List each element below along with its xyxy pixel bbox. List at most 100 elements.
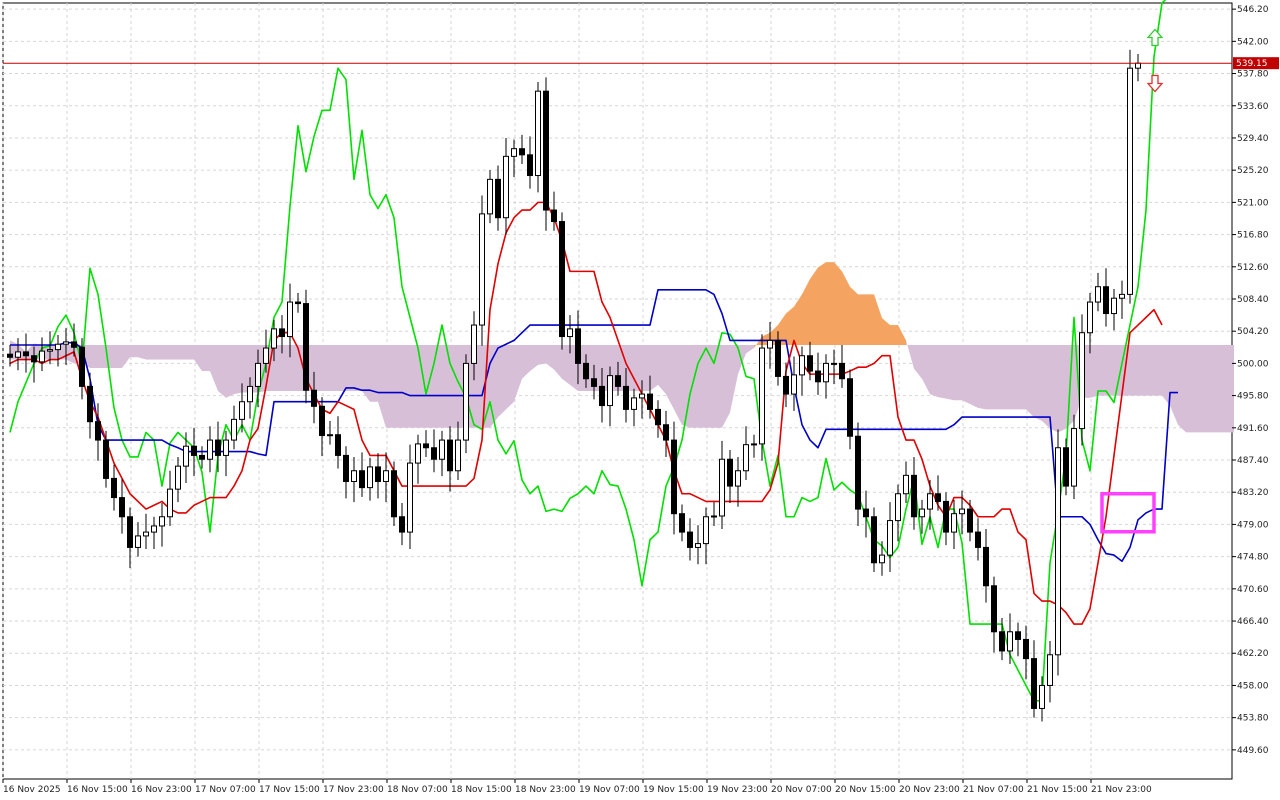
price-tick-label: 521.00 — [1237, 198, 1269, 208]
price-tick-label: 466.40 — [1237, 617, 1269, 627]
cloud-segment-bearish — [658, 344, 666, 395]
cloud-segment-bearish — [634, 344, 642, 391]
candle-body-bullish — [223, 439, 229, 456]
candle-body-bullish — [383, 470, 389, 482]
cloud-segment-bullish — [802, 279, 810, 345]
candle-body-bullish — [799, 355, 805, 376]
cloud-segment-bullish — [882, 318, 890, 345]
current-price-label: 539.15 — [1236, 59, 1268, 69]
candle-body-bullish — [327, 434, 333, 437]
cloud-segment-bearish — [1106, 344, 1114, 396]
cloud-segment-bearish — [546, 344, 554, 370]
cloud-segment-bullish — [890, 325, 898, 345]
candle-body-bullish — [1087, 301, 1093, 334]
candle-body-bullish — [743, 444, 749, 472]
candle-body-bullish — [415, 443, 421, 464]
candle-body-bullish — [271, 328, 277, 349]
candle-body-bullish — [535, 90, 541, 177]
time-tick-label: 17 Nov 07:00 — [195, 785, 256, 795]
cloud-segment-bearish — [1026, 344, 1034, 418]
candle-body-bearish — [7, 353, 13, 358]
overlay — [3, 28, 1232, 534]
cloud-segment-bullish — [842, 271, 850, 345]
cloud-segment-bearish — [922, 344, 930, 395]
cloud-segment-bearish — [186, 344, 194, 360]
candle-body-bearish — [671, 439, 677, 515]
cloud-segment-bearish — [354, 344, 362, 391]
cloud-segment-bearish — [1194, 344, 1202, 433]
cloud-segment-bearish — [1170, 344, 1178, 425]
candle-body-bearish — [111, 477, 117, 499]
candle-body-bearish — [343, 454, 349, 482]
candle-body-bullish — [1007, 631, 1013, 652]
cloud-segment-bearish — [146, 344, 154, 360]
cloud-segment-bearish — [242, 344, 250, 393]
candle-body-bearish — [991, 585, 997, 633]
time-tick-label: 19 Nov 15:00 — [643, 785, 704, 795]
arrow-down-icon — [1146, 74, 1164, 93]
candle-body-bearish — [279, 328, 285, 338]
candle-body-bearish — [655, 408, 661, 426]
cloud-segment-bearish — [338, 344, 346, 391]
cloud-segment-bullish — [810, 267, 818, 345]
time-tick-label: 21 Nov 07:00 — [963, 785, 1024, 795]
cloud-segment-bearish — [1218, 344, 1226, 433]
cloud-segment-bearish — [938, 344, 946, 399]
cloud-segment-bearish — [314, 344, 322, 391]
candle-body-bullish — [159, 516, 165, 527]
candle-body-bearish — [975, 531, 981, 548]
candle-body-bearish — [679, 513, 685, 533]
candle-body-bearish — [983, 546, 989, 587]
candle-body-bearish — [1063, 447, 1069, 487]
candle-body-bullish — [55, 343, 61, 351]
candle-body-bullish — [143, 531, 149, 537]
time-tick-label: 18 Nov 07:00 — [387, 785, 448, 795]
cloud-segment-bearish — [418, 344, 426, 428]
candle-body-bearish — [199, 454, 205, 460]
cloud-segment-bearish — [666, 344, 674, 410]
candle-body-bullish — [439, 439, 445, 460]
price-tick-label: 533.60 — [1237, 102, 1269, 112]
cloud-segment-bearish — [1178, 344, 1186, 433]
candle-body-bullish — [1095, 286, 1101, 303]
candle-body-bearish — [1031, 658, 1037, 709]
candle-body-bullish — [207, 439, 213, 460]
cloud-segment-bearish — [162, 344, 170, 360]
cloud-segment-bearish — [746, 344, 754, 354]
candle-body-bearish — [815, 370, 821, 383]
candle-body-bullish — [175, 465, 181, 490]
price-tick-label: 462.20 — [1237, 649, 1269, 659]
candle-body-bearish — [911, 474, 917, 518]
cloud-segment-bearish — [154, 344, 162, 360]
cloud-segment-bullish — [850, 286, 858, 345]
candle-body-bearish — [551, 209, 557, 223]
candle-body-bullish — [759, 347, 765, 445]
candle-body-bearish — [31, 355, 37, 363]
price-tick-label: 504.20 — [1237, 327, 1269, 337]
candle-body-bullish — [239, 401, 245, 420]
time-tick-label: 18 Nov 23:00 — [515, 785, 576, 795]
candle-body-bullish — [927, 493, 933, 510]
price-tick-label: 546.20 — [1237, 5, 1269, 15]
candle-body-bullish — [135, 535, 141, 548]
candle-body-bullish — [367, 466, 373, 489]
ichimoku-cloud — [10, 262, 1234, 433]
candle-body-bullish — [407, 462, 413, 533]
candle-body-bearish — [399, 516, 405, 533]
cloud-segment-bearish — [522, 344, 530, 379]
cloud-segment-bullish — [826, 262, 834, 345]
cloud-segment-bearish — [202, 344, 210, 372]
cloud-segment-bearish — [450, 344, 458, 428]
candle-body-bullish — [471, 324, 477, 364]
cloud-segment-bearish — [954, 344, 962, 401]
cloud-segment-bearish — [394, 344, 402, 428]
cloud-segment-bearish — [554, 344, 562, 379]
candle-body-bearish — [1103, 286, 1109, 315]
cloud-segment-bearish — [562, 344, 570, 385]
candle-body-bullish — [479, 213, 485, 326]
cloud-segment-bearish — [730, 344, 738, 413]
candle-body-bullish — [167, 488, 173, 518]
cloud-segment-bearish — [1154, 344, 1162, 396]
cloud-segment-bearish — [274, 344, 282, 391]
candle-body-bearish — [335, 434, 341, 456]
